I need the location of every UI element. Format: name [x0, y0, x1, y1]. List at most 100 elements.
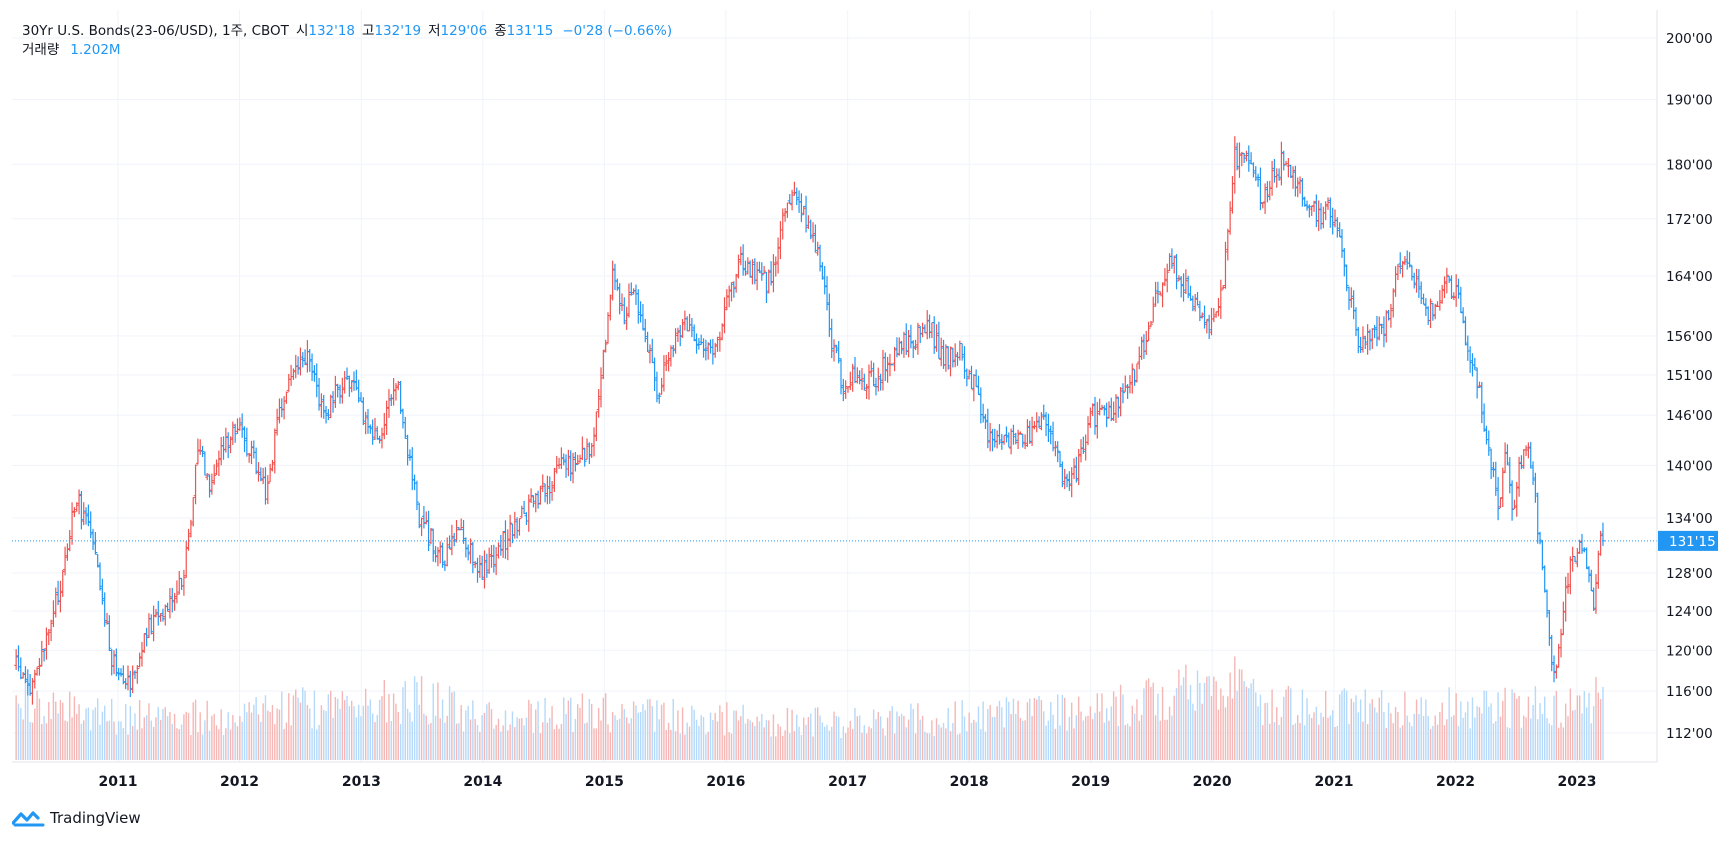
volume-bar [243, 703, 246, 760]
volume-bar [1203, 682, 1206, 760]
volume-bar [1238, 669, 1241, 760]
volume-bar [786, 707, 789, 760]
volume-bar [353, 706, 355, 760]
volume-bar [339, 708, 341, 760]
volume-bar [817, 707, 819, 760]
volume-bar [83, 720, 85, 760]
volume-bar [1287, 685, 1290, 760]
volume-bar [1259, 694, 1262, 760]
volume-bar [1373, 707, 1376, 760]
volume-bar [614, 715, 616, 760]
volume-bar [1378, 697, 1380, 760]
volume-bar [572, 732, 574, 760]
volume-bar [758, 721, 761, 760]
volume-bar [1147, 678, 1150, 760]
volume-bar [413, 676, 416, 760]
volume-bar [199, 712, 201, 760]
volume-bar [588, 698, 591, 760]
volume-bar [1283, 696, 1285, 760]
volume-bar [17, 703, 20, 760]
volume-bar [1012, 698, 1015, 760]
volume-bar [204, 720, 206, 760]
y-tick-label: 151'00 [1666, 368, 1713, 384]
y-tick-label: 124'00 [1666, 604, 1713, 620]
legend-open-label: 시 [295, 23, 309, 39]
volume-bar [747, 718, 749, 760]
volume-bar [1138, 720, 1140, 760]
volume-bar [1408, 722, 1411, 760]
volume-bar [1329, 715, 1332, 760]
volume-bar [1348, 724, 1350, 760]
volume-bar [1019, 717, 1022, 760]
volume-bar [213, 713, 215, 760]
volume-bar [257, 714, 260, 760]
volume-bar [1327, 717, 1329, 760]
volume-bar [691, 705, 693, 760]
volume-bar [595, 728, 598, 760]
volume-bar [404, 680, 406, 760]
volume-bar [1313, 712, 1315, 760]
volume-bar [1220, 688, 1222, 760]
x-tick-label: 2018 [950, 774, 989, 790]
volume-bar [1054, 728, 1057, 760]
volume-bar [1457, 726, 1460, 760]
volume-bar [1602, 686, 1604, 760]
volume-bar [765, 720, 768, 760]
volume-bar [383, 679, 386, 760]
volume-bar [593, 728, 595, 760]
y-tick-label: 112'00 [1666, 726, 1713, 742]
volume-bar [1546, 718, 1548, 760]
volume-bar [264, 695, 267, 760]
volume-bar [157, 707, 159, 760]
volume-bar [793, 731, 796, 760]
volume-bar [933, 735, 935, 760]
volume-bar [1103, 722, 1106, 760]
y-tick-label: 164'00 [1666, 269, 1713, 285]
volume-bar [1425, 699, 1427, 760]
volume-bar [714, 712, 716, 760]
volume-bar [1150, 686, 1152, 760]
volume-bar [935, 718, 938, 760]
volume-bar [1334, 727, 1336, 760]
volume-bar [1585, 707, 1588, 760]
legend-volume-label[interactable]: 거래량 [22, 42, 60, 58]
volume-bar [621, 703, 623, 760]
volume-bar [131, 726, 134, 760]
volume-bar [206, 700, 208, 760]
volume-bar [1588, 692, 1590, 760]
volume-bar [43, 715, 45, 760]
volume-bar [1380, 690, 1383, 760]
volume-bar [446, 715, 448, 760]
volume-bar [1371, 699, 1373, 760]
volume-bar [1094, 712, 1096, 760]
volume-bar [910, 703, 912, 760]
volume-bar [814, 707, 817, 760]
volume-bar [858, 715, 861, 760]
volume-bar [563, 697, 565, 760]
volume-bar [637, 712, 639, 760]
volume-bar [1390, 713, 1392, 760]
volume-bar [416, 682, 418, 760]
volume-bar [963, 716, 966, 760]
volume-bar [539, 733, 542, 760]
volume-bar [872, 709, 875, 760]
volume-bar [851, 728, 854, 760]
volume-bar [1087, 715, 1089, 760]
volume-bar [507, 730, 509, 760]
volume-bar [302, 687, 304, 760]
legend-symbol[interactable]: 30Yr U.S. Bonds(23-06/USD), 1주, CBOT [22, 23, 289, 39]
volume-bar [453, 691, 455, 760]
volume-bar [211, 715, 213, 760]
tradingview-logo[interactable]: TradingView [12, 808, 141, 828]
volume-bar [420, 676, 423, 760]
volume-bar [1234, 656, 1236, 760]
volume-bar [474, 719, 476, 760]
volume-bar [914, 733, 917, 760]
volume-bar [994, 716, 996, 760]
volume-bar [616, 720, 619, 760]
volume-bar [311, 728, 313, 760]
volume-bar [1213, 676, 1215, 760]
volume-bar [1432, 725, 1434, 760]
